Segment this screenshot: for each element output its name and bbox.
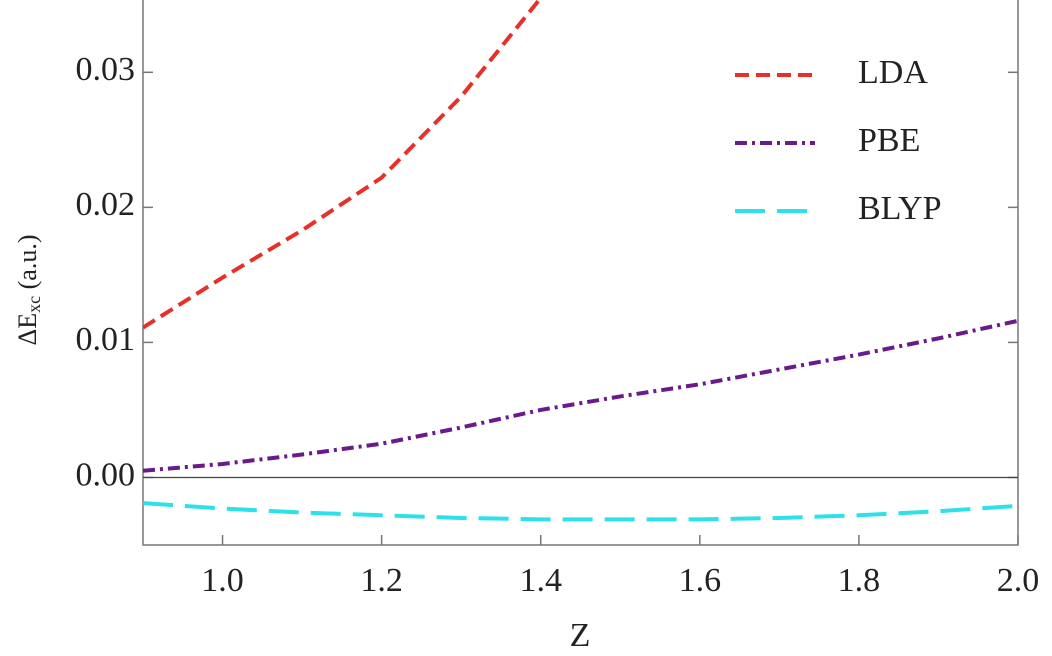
y-label-main: ΔE [13, 313, 42, 346]
x-tick-label: 1.4 [519, 562, 562, 599]
y-label-sub: xc [24, 296, 44, 313]
legend-label: PBE [858, 122, 920, 159]
x-tick-label: 1.2 [360, 562, 403, 599]
y-axis-label: ΔExc (a.u.) [13, 235, 44, 346]
y-tick-label: 0.02 [76, 186, 136, 223]
series-line [143, 0, 541, 328]
y-label-unit: (a.u.) [13, 235, 42, 296]
series-line [143, 321, 1018, 471]
chart: Z ΔExc (a.u.) 0.00 0.01 0.02 0.03 1.0 1.2 1.4 1… [0, 0, 1052, 656]
x-tick-label: 2.0 [997, 562, 1040, 599]
x-tick-label: 1.6 [679, 562, 722, 599]
y-tick-label: 0.00 [76, 456, 136, 493]
legend-label: BLYP [858, 190, 942, 227]
x-tick-label: 1.0 [201, 562, 244, 599]
y-tick-label: 0.01 [76, 321, 136, 358]
y-tick-label: 0.03 [76, 51, 136, 88]
x-tick-label: 1.8 [838, 562, 881, 599]
legend-label: LDA [858, 54, 928, 91]
series-line [143, 503, 1018, 519]
x-axis-label: Z [570, 617, 591, 654]
